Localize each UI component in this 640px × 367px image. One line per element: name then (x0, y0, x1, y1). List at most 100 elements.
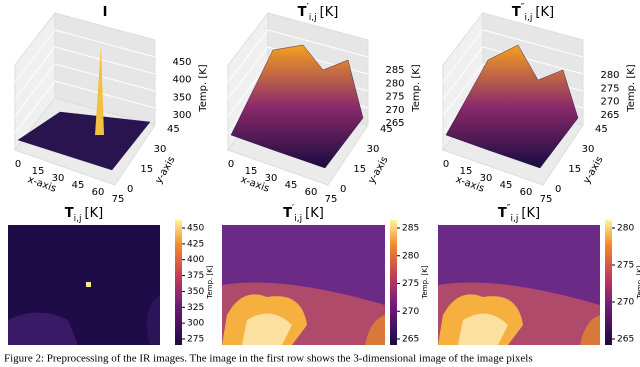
z-tick-label: 450 (172, 57, 191, 68)
title-symbol: I (103, 5, 108, 20)
colorbar-tick-label: 270 (402, 307, 419, 317)
caption: Figure 2: Preprocessing of the IR images… (4, 353, 533, 365)
colorbar-tick-label: 350 (187, 287, 204, 297)
z-tick-label: 300 (172, 110, 191, 121)
colorbar-tick-label: 275 (402, 279, 419, 289)
y-tick-label: 15 (140, 164, 153, 175)
y-tick-label: 30 (582, 144, 595, 155)
z-tick-label: 265 (385, 118, 404, 129)
title-subscript: i,j (511, 214, 519, 224)
grid-line (54, 80, 156, 109)
z-tick-label: 270 (385, 105, 404, 116)
x-tick-label: 75 (112, 194, 125, 205)
x-tick-label: 75 (540, 194, 553, 205)
colorbar-tick-label: 450 (187, 224, 204, 234)
colorbar-tick-label: 425 (187, 239, 204, 249)
colorbar-label: Temp. [K] (421, 265, 429, 299)
grid-line (54, 46, 156, 75)
grid-line (442, 46, 484, 100)
grid-line (227, 63, 269, 117)
surface-spike (95, 45, 104, 135)
heatmap-hotspot (86, 282, 91, 287)
y-axis-label: y-axis (153, 155, 177, 186)
panel-title: T″i,j [K] (498, 203, 540, 224)
colorbar-label: Temp. [K] (636, 265, 640, 299)
heatmap-region (365, 315, 385, 345)
x-tick-label: 60 (305, 187, 318, 198)
grid-line (267, 29, 369, 58)
x-tick-label: 30 (265, 173, 278, 184)
z-tick-label: 280 (600, 70, 619, 81)
x-tick-label: 45 (72, 180, 85, 191)
colorbar-tick-label: 270 (617, 298, 634, 308)
grid-line (442, 29, 484, 83)
title-subscript: i,j (309, 13, 317, 23)
x-tick-label: 45 (500, 180, 513, 191)
y-tick-label: 15 (568, 164, 581, 175)
title-prime: ′ (307, 2, 310, 13)
grid-line (227, 29, 269, 83)
title-prime: ′ (292, 203, 295, 214)
heatmap-region (458, 313, 508, 345)
x-tick-label: 60 (92, 187, 105, 198)
x-tick-label: 60 (520, 187, 533, 198)
y-tick-label: 0 (555, 184, 561, 195)
y-tick-label: 45 (167, 124, 180, 135)
x-tick-label: 30 (480, 173, 493, 184)
x-tick-label: 0 (228, 159, 234, 170)
colorbar-tick-label: 280 (617, 224, 634, 234)
z-axis-label: Temp. [K] (626, 64, 637, 112)
surface (230, 44, 364, 169)
colorbar-tick-label: 400 (187, 255, 204, 265)
y-tick-label: 0 (340, 184, 346, 195)
panel-title: I (103, 5, 108, 20)
title-unit: [K] (521, 206, 540, 221)
title-symbol: T (298, 5, 307, 20)
title-subscript: i,j (525, 13, 533, 23)
z-tick-label: 280 (385, 78, 404, 89)
colorbar (175, 220, 182, 345)
x-tick-label: 30 (52, 173, 65, 184)
grid-line (482, 46, 584, 75)
z-axis-label: Temp. [K] (198, 64, 209, 112)
colorbar-tick-label: 325 (187, 303, 204, 313)
title-unit: [K] (320, 5, 339, 20)
colorbar-tick-label: 280 (402, 251, 419, 261)
colorbar-tick-label: 265 (402, 335, 419, 345)
grid-line (14, 29, 56, 83)
colorbar-label: Temp. [K] (206, 265, 214, 299)
x-tick-label: 0 (15, 159, 21, 170)
grid-line (54, 29, 156, 58)
heatmap-region (146, 295, 160, 345)
heatmap-region (242, 313, 292, 345)
y-axis-label: y-axis (581, 155, 605, 186)
colorbar-tick-label: 285 (402, 224, 419, 234)
panel-title: T′i,j [K] (298, 2, 339, 23)
z-tick-label: 400 (172, 75, 191, 86)
z-tick-label: 350 (172, 92, 191, 103)
title-symbol: T (498, 206, 507, 221)
title-unit: [K] (85, 206, 104, 221)
z-tick-label: 285 (385, 65, 404, 76)
z-tick-label: 275 (600, 83, 619, 94)
x-tick-label: 15 (460, 166, 473, 177)
z-axis-label: Temp. [K] (411, 64, 422, 112)
y-tick-label: 45 (380, 124, 393, 135)
grid-line (482, 29, 584, 58)
title-prime: ″ (521, 2, 525, 13)
grid-line (442, 63, 484, 117)
surface (17, 111, 151, 171)
title-prime: ″ (507, 203, 511, 214)
x-tick-label: 75 (325, 194, 338, 205)
colorbar-tick-label: 275 (187, 335, 204, 345)
z-tick-label: 270 (600, 97, 619, 108)
colorbar-tick-label: 300 (187, 319, 204, 329)
title-symbol: T (283, 206, 292, 221)
colorbar (605, 220, 612, 345)
title-unit: [K] (535, 5, 554, 20)
y-tick-label: 30 (154, 144, 167, 155)
panel-title: T′i,j [K] (283, 203, 324, 224)
title-symbol: T (512, 5, 521, 20)
x-tick-label: 15 (32, 166, 45, 177)
z-tick-label: 275 (385, 92, 404, 103)
